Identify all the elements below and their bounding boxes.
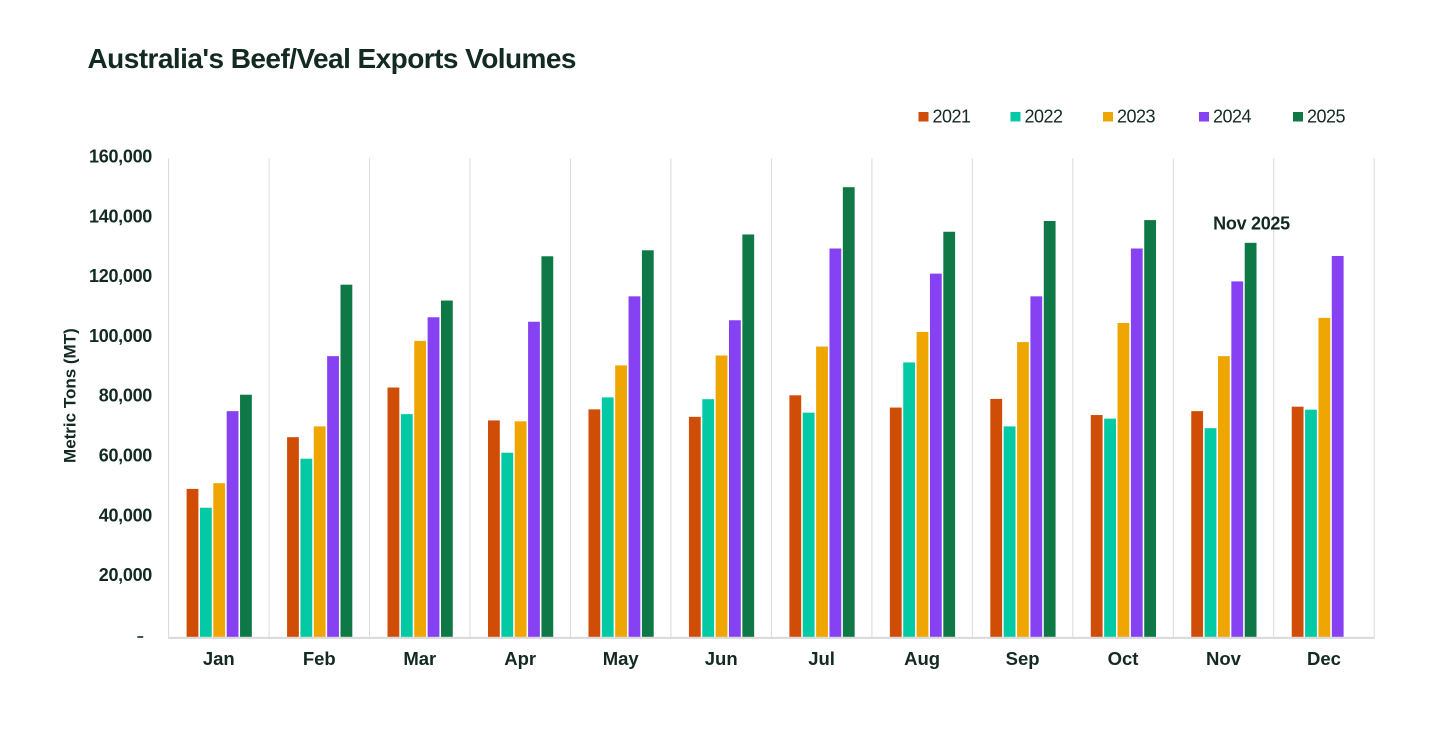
svg-text:Nov: Nov [1206, 648, 1242, 669]
svg-text:2023: 2023 [1117, 107, 1156, 127]
svg-text:80,000: 80,000 [99, 386, 153, 406]
svg-text:Oct: Oct [1108, 648, 1139, 669]
svg-text:Australia's Beef/Veal Exports: Australia's Beef/Veal Exports Volumes [88, 43, 576, 74]
svg-text:May: May [603, 648, 640, 669]
svg-text:Feb: Feb [303, 648, 336, 669]
svg-text:2025: 2025 [1307, 107, 1346, 127]
svg-text:Metric Tons (MT): Metric Tons (MT) [61, 328, 80, 463]
svg-text:20,000: 20,000 [99, 565, 153, 585]
svg-text:Apr: Apr [504, 648, 536, 669]
svg-text:Mar: Mar [403, 648, 436, 669]
svg-text:60,000: 60,000 [99, 446, 153, 466]
svg-text:Dec: Dec [1307, 648, 1341, 669]
svg-text:100,000: 100,000 [89, 326, 152, 346]
svg-text:2021: 2021 [933, 107, 972, 127]
svg-text:Aug: Aug [904, 648, 940, 669]
svg-text:Jan: Jan [203, 648, 235, 669]
svg-text:120,000: 120,000 [89, 266, 152, 286]
svg-text:Sep: Sep [1006, 648, 1040, 669]
svg-text:2022: 2022 [1025, 107, 1064, 127]
svg-text:40,000: 40,000 [99, 505, 153, 525]
svg-text:Jul: Jul [808, 648, 835, 669]
svg-text:160,000: 160,000 [89, 147, 152, 167]
svg-text:140,000: 140,000 [89, 206, 152, 226]
svg-text:Nov 2025: Nov 2025 [1213, 214, 1290, 234]
svg-text:Jun: Jun [705, 648, 738, 669]
svg-text:2024: 2024 [1213, 107, 1252, 127]
